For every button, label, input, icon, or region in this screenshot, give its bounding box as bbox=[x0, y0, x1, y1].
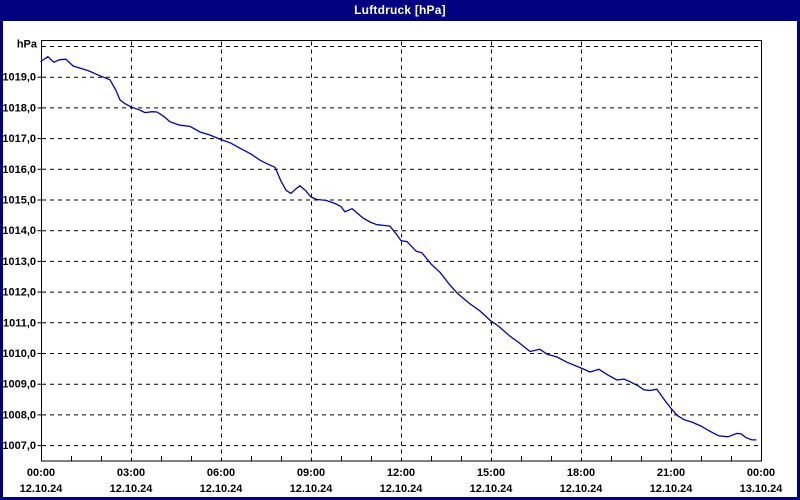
x-tick-time-label: 00:00 bbox=[747, 467, 775, 479]
y-tick-label: 1016,0 bbox=[3, 164, 36, 176]
pressure-line bbox=[40, 56, 757, 441]
x-gridlines bbox=[131, 41, 672, 461]
title-bar: Luftdruck [hPa] bbox=[0, 0, 800, 21]
x-tick-date-label: 12.10.24 bbox=[560, 483, 604, 495]
y-ticks bbox=[37, 76, 42, 447]
y-tick-label: 1017,0 bbox=[3, 133, 36, 145]
x-tick-date-label: 12.10.24 bbox=[20, 483, 64, 495]
y-axis-labels: 1019,0 1018,0 1017,0 1016,0 1015,0 1014,0 1013… bbox=[3, 72, 36, 452]
y-tick-label: 1009,0 bbox=[3, 379, 36, 391]
y-tick-label: 1010,0 bbox=[3, 348, 36, 360]
x-axis-labels: 00:00 12.10.24 03:00 12.10.24 06:00 12.10.24 0… bbox=[20, 467, 784, 495]
x-tick-time-label: 09:00 bbox=[297, 467, 325, 479]
y-tick-label: 1015,0 bbox=[3, 195, 36, 207]
y-tick-label: 1018,0 bbox=[3, 102, 36, 114]
x-tick-date-label: 12.10.24 bbox=[200, 483, 244, 495]
x-tick-time-label: 03:00 bbox=[117, 467, 145, 479]
chart-panel: 1019,0 1018,0 1017,0 1016,0 1015,0 1014,0 1013… bbox=[3, 21, 797, 497]
y-tick-label: 1008,0 bbox=[3, 409, 36, 421]
x-tick-date-label: 12.10.24 bbox=[110, 483, 154, 495]
y-axis-unit-label: hPa bbox=[17, 39, 38, 51]
x-tick-date-label: 13.10.24 bbox=[740, 483, 784, 495]
x-minor-ticks bbox=[71, 456, 732, 461]
y-tick-label: 1012,0 bbox=[3, 287, 36, 299]
x-tick-time-label: 21:00 bbox=[657, 467, 685, 479]
y-tick-label: 1013,0 bbox=[3, 256, 36, 268]
y-tick-label: 1019,0 bbox=[3, 72, 36, 84]
plot-border bbox=[41, 40, 762, 462]
x-tick-date-label: 12.10.24 bbox=[380, 483, 424, 495]
x-tick-time-label: 18:00 bbox=[567, 467, 595, 479]
x-tick-date-label: 12.10.24 bbox=[470, 483, 514, 495]
pressure-chart: 1019,0 1018,0 1017,0 1016,0 1015,0 1014,0 1013… bbox=[3, 39, 784, 496]
x-tick-time-label: 06:00 bbox=[207, 467, 235, 479]
x-tick-date-label: 12.10.24 bbox=[290, 483, 334, 495]
window-title: Luftdruck [hPa] bbox=[354, 3, 446, 17]
x-tick-time-label: 12:00 bbox=[387, 467, 415, 479]
x-tick-date-label: 12.10.24 bbox=[650, 483, 694, 495]
x-tick-time-label: 00:00 bbox=[27, 467, 55, 479]
y-tick-label: 1007,0 bbox=[3, 440, 36, 452]
y-tick-label: 1011,0 bbox=[3, 317, 36, 329]
y-tick-label: 1014,0 bbox=[3, 225, 36, 237]
x-tick-time-label: 15:00 bbox=[477, 467, 505, 479]
